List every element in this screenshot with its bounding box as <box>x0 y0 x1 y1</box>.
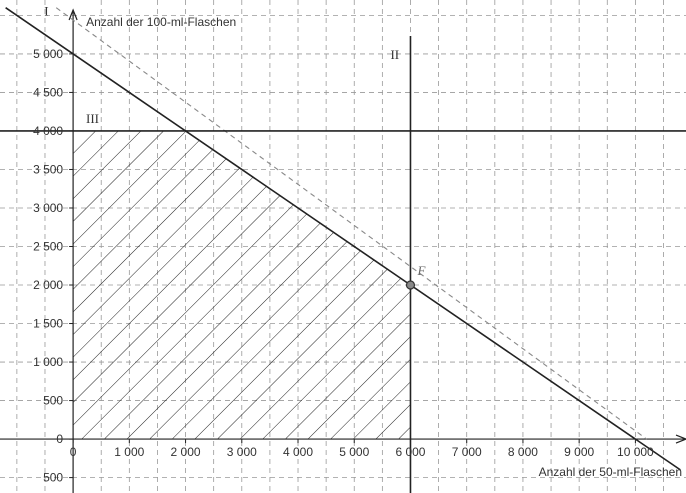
y-tick-label: 4 500 <box>33 85 63 99</box>
y-tick-label: 1 000 <box>33 355 63 369</box>
point-f-label: F <box>416 263 426 278</box>
x-tick-label: 0 <box>70 445 77 459</box>
x-tick-label: 9 000 <box>564 445 594 459</box>
x-tick-label: 10 000 <box>617 445 654 459</box>
y-tick-label: 3 000 <box>33 201 63 215</box>
x-tick-label: 2 000 <box>171 445 201 459</box>
x-tick-label: 7 000 <box>452 445 482 459</box>
x-tick-label: 1 000 <box>114 445 144 459</box>
y-tick-label: 500 <box>43 471 63 485</box>
y-tick-label: 4 000 <box>33 124 63 138</box>
feasible-region <box>73 130 411 440</box>
line-i-label: I <box>44 4 48 19</box>
y-axis-label: Anzahl der 100-ml-Flaschen <box>86 15 236 29</box>
x-axis-label: Anzahl der 50-ml-Flaschen <box>539 465 682 479</box>
y-tick-label: 1 500 <box>33 317 63 331</box>
line-objective <box>5 7 681 471</box>
y-tick-label: 3 500 <box>33 162 63 176</box>
line-iii-label: III <box>86 111 99 126</box>
line-i <box>55 7 647 440</box>
x-tick-label: 8 000 <box>508 445 538 459</box>
point-f <box>405 280 416 290</box>
constraint-lines <box>0 7 686 493</box>
y-tick-label: 2 000 <box>33 278 63 292</box>
x-tick-label: 6 000 <box>395 445 425 459</box>
tick-labels: 0 1 000 2 000 3 000 4 000 5 000 6 000 7 000 8 00… <box>33 47 654 485</box>
x-tick-label: 5 000 <box>339 445 369 459</box>
y-tick-label: 500 <box>43 394 63 408</box>
y-tick-label: 5 000 <box>33 47 63 61</box>
x-tick-label: 3 000 <box>227 445 257 459</box>
y-tick-label: 0 <box>56 432 63 446</box>
y-tick-label: 2 500 <box>33 240 63 254</box>
x-tick-label: 4 000 <box>283 445 313 459</box>
line-ii-label: II <box>390 47 399 62</box>
x-axis-arrow <box>675 434 686 444</box>
y-axis-arrow <box>68 8 78 21</box>
